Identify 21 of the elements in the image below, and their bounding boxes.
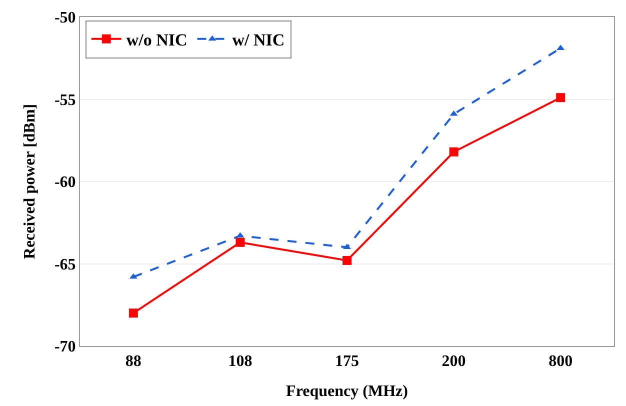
x-axis-title: Frequency (MHz) [286, 382, 408, 400]
y-tick-label: -60 [54, 174, 76, 192]
x-tick-label: 800 [548, 353, 573, 370]
point [128, 308, 138, 318]
point [556, 93, 566, 102]
y-tick-label: -65 [54, 256, 76, 274]
point [449, 147, 458, 156]
y-axis-title: Received power [dBm] [21, 104, 38, 260]
x-tick-label: 200 [442, 353, 466, 370]
point [236, 238, 245, 247]
x-tick-label: 108 [228, 353, 252, 370]
legend-label: w/ NIC [232, 30, 285, 50]
point [236, 232, 244, 238]
y-tick-label: -70 [54, 338, 76, 356]
y-tick-label: -55 [54, 92, 76, 109]
legend-label: w/o NIC [126, 30, 188, 50]
point [129, 273, 138, 279]
x-tick-label: 175 [335, 353, 359, 370]
y-tick-label: -50 [54, 10, 76, 27]
x-tick-label: 88 [125, 353, 142, 370]
point [342, 256, 352, 265]
